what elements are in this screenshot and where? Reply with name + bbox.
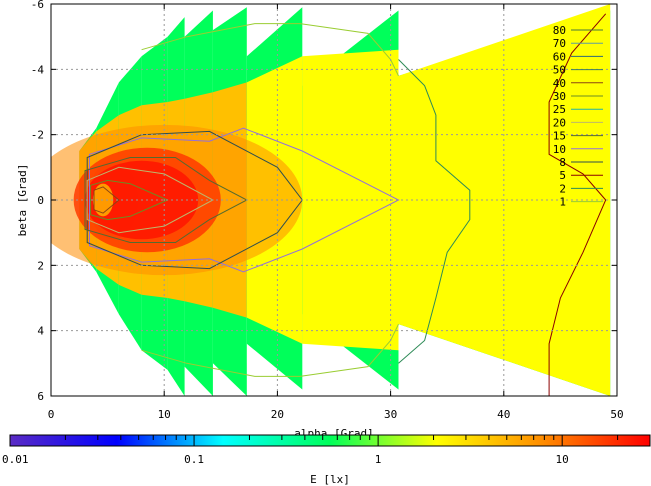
- grid-layer: [51, 4, 617, 396]
- legend-label-50: 50: [553, 64, 566, 77]
- legend-label-30: 30: [553, 90, 566, 103]
- contour-30-4: [90, 179, 169, 221]
- core-3: [92, 183, 114, 217]
- x-ticks: 0 10 20 30 40 50: [48, 4, 624, 421]
- plot-area: [51, 4, 617, 396]
- y-tick-label-5: 4: [37, 325, 44, 338]
- legend-label-40: 40: [553, 77, 566, 90]
- y-tick-label-4: 2: [37, 259, 44, 272]
- contour-40-5: [93, 186, 120, 214]
- x-tick-label-4: 40: [497, 408, 510, 421]
- y-tick-label-2: -2: [31, 129, 44, 142]
- x-tick-label-5: 50: [610, 408, 623, 421]
- legend-label-5: 5: [559, 169, 566, 182]
- legend-label-25: 25: [553, 103, 566, 116]
- legend-label-80: 80: [553, 24, 566, 37]
- legend-label-20: 20: [553, 116, 566, 129]
- y-axis-label: beta [Grad]: [16, 164, 29, 237]
- y-tick-label-6: 6: [37, 390, 44, 403]
- contour-8-1: [86, 130, 303, 270]
- y-tick-label-1: -4: [31, 63, 45, 76]
- contour-trace-2-2: [398, 59, 471, 364]
- band-lit-9: [398, 4, 611, 396]
- x-tick-label-0: 0: [48, 408, 55, 421]
- x-tick-label-2: 20: [271, 408, 284, 421]
- legend-label-15: 15: [553, 130, 566, 143]
- colorbar: 0.01 0.1 1 10: [2, 434, 651, 466]
- legend-label-1: 1: [559, 196, 566, 209]
- colorbar-label: E [lx]: [310, 473, 350, 486]
- contour-15-2: [84, 157, 248, 243]
- legend-label-70: 70: [553, 37, 566, 50]
- band-lit-8: [302, 49, 399, 351]
- colorbar-tick-label-1: 0.1: [184, 453, 204, 466]
- contour-10-0: [89, 127, 400, 273]
- y-ticks: -6 -4 -2 0 2 4 6: [31, 0, 617, 403]
- x-tick-label-3: 30: [384, 408, 397, 421]
- colorbar-tick-label-2: 1: [375, 453, 382, 466]
- colorbar-tick-label-0: 0.01: [2, 453, 29, 466]
- y-tick-label-0: -6: [31, 0, 44, 11]
- legend-label-2: 2: [559, 182, 566, 195]
- y-tick-label-3: 0: [37, 194, 44, 207]
- legend-label-10: 10: [553, 143, 566, 156]
- contour-trace-5-3: [548, 13, 607, 396]
- legend-label-60: 60: [553, 50, 566, 63]
- legend-label-8: 8: [559, 156, 566, 169]
- x-tick-label-1: 10: [158, 408, 171, 421]
- contour-20-3: [86, 166, 214, 234]
- colorbar-tick-label-3: 10: [556, 453, 569, 466]
